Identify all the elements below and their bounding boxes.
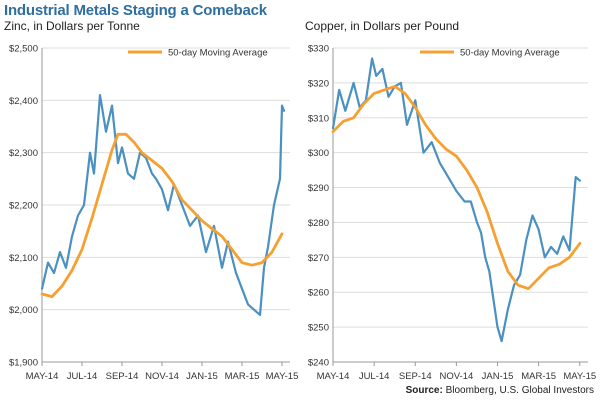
y-tick-label: $2,100 bbox=[9, 253, 38, 264]
x-tick-label: MAR-15 bbox=[225, 371, 260, 382]
y-tick-label: $250 bbox=[308, 323, 329, 334]
y-tick-label: $260 bbox=[308, 288, 329, 299]
y-tick-label: $2,500 bbox=[9, 44, 38, 55]
x-tick-label: NOV-14 bbox=[145, 371, 179, 382]
legend-label: 50-day Moving Average bbox=[168, 48, 268, 59]
copper-chart-title: Copper, in Dollars per Pound bbox=[305, 19, 460, 33]
x-tick-label: MAY-15 bbox=[563, 371, 596, 382]
y-tick-label: $2,400 bbox=[9, 96, 38, 107]
price-line bbox=[331, 57, 581, 343]
source-text: Bloomberg, U.S. Global Investors bbox=[445, 385, 594, 396]
x-tick-label: SEP-14 bbox=[399, 371, 432, 382]
x-tick-label: NOV-14 bbox=[439, 371, 473, 382]
zinc-chart-title: Zinc, in Dollars per Tonne bbox=[4, 19, 140, 33]
chart-title: Industrial Metals Staging a Comeback bbox=[4, 2, 267, 19]
y-tick-label: $330 bbox=[308, 44, 329, 55]
legend-label: 50-day Moving Average bbox=[460, 48, 560, 59]
y-tick-label: $2,000 bbox=[9, 305, 38, 316]
x-tick-label: JUL-14 bbox=[359, 371, 390, 382]
y-tick-label: $240 bbox=[308, 358, 329, 369]
x-tick-label: JUL-14 bbox=[67, 371, 98, 382]
source-note: Source: Bloomberg, U.S. Global Investors bbox=[406, 385, 594, 396]
copper-chart: $240 $250 $260 $270 $280 $290 $300 $310 $320 $330… bbox=[308, 44, 596, 383]
y-tick-label: $2,300 bbox=[9, 148, 38, 159]
y-tick-label: $2,200 bbox=[9, 201, 38, 212]
moving-average-line bbox=[40, 132, 284, 299]
x-tick-label: JAN-15 bbox=[186, 371, 218, 382]
y-tick-label: $1,900 bbox=[9, 358, 38, 369]
price-line bbox=[40, 93, 286, 316]
source-label: Source: bbox=[405, 385, 443, 396]
y-tick-label: $280 bbox=[308, 218, 329, 229]
x-tick-label: JAN-15 bbox=[482, 371, 514, 382]
x-tick-label: MAY-15 bbox=[266, 371, 299, 382]
y-tick-label: $310 bbox=[308, 113, 329, 124]
moving-average-line bbox=[331, 85, 582, 291]
x-tick-label: MAR-15 bbox=[521, 371, 556, 382]
y-tick-label: $300 bbox=[308, 148, 329, 159]
y-tick-label: $320 bbox=[308, 78, 329, 89]
y-tick-label: $290 bbox=[308, 183, 329, 194]
x-tick-label: SEP-14 bbox=[106, 371, 139, 382]
x-tick-label: MAY-14 bbox=[26, 371, 59, 382]
y-tick-label: $270 bbox=[308, 253, 329, 264]
x-tick-label: MAY-14 bbox=[317, 371, 350, 382]
zinc-chart: $1,900 $2,000 $2,100 $2,200 $2,300 $2,400 $2,5… bbox=[9, 44, 299, 383]
